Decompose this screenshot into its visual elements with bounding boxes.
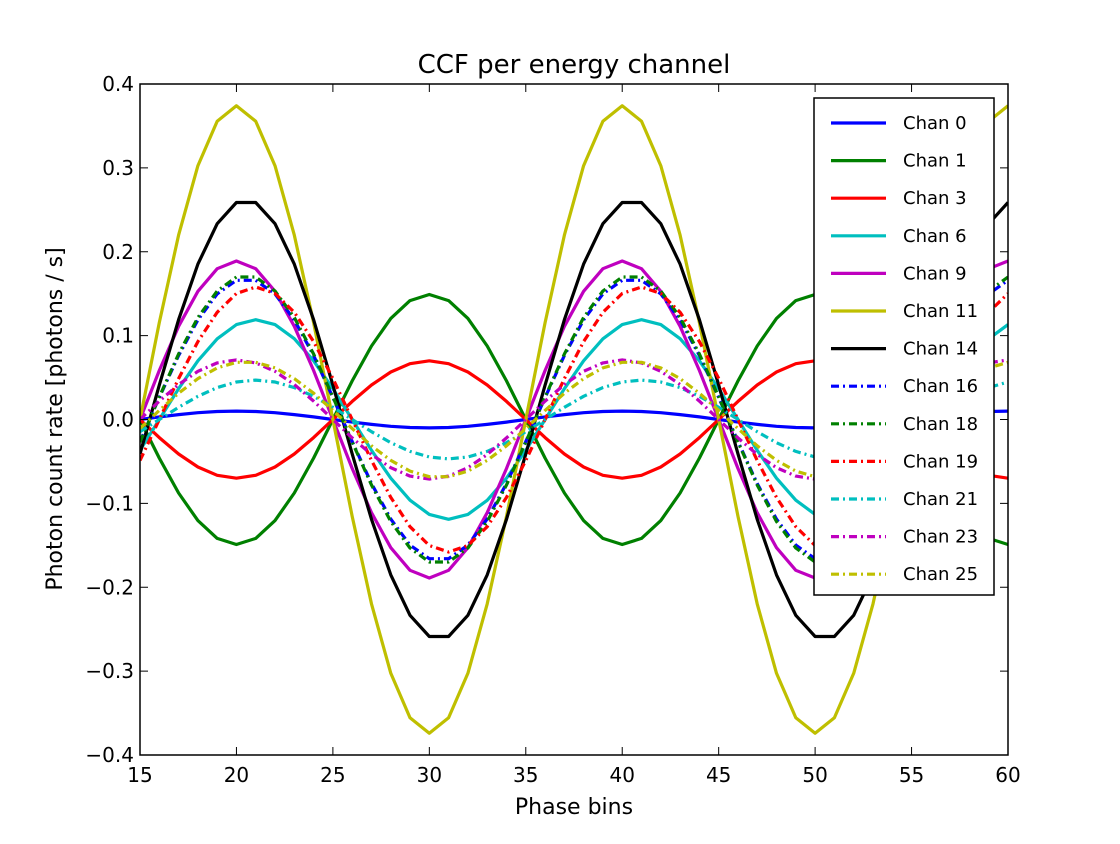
series-line-chan-11 (140, 104, 1008, 735)
x-tick-label: 55 (899, 763, 924, 787)
legend-label: Chan 23 (903, 527, 978, 548)
legend-label: Chan 16 (903, 376, 978, 397)
legend: Chan 0 Chan 1 Chan 3 Chan 6 Chan 9 Chan 11 Cha… (813, 97, 995, 596)
x-tick-label: 25 (320, 763, 345, 787)
y-tick-label: 0.0 (102, 408, 134, 432)
x-tick-label: 30 (417, 763, 442, 787)
x-tick-label: 15 (127, 763, 152, 787)
legend-label: Chan 6 (903, 226, 967, 247)
y-tick-label: 0.4 (102, 72, 134, 96)
legend-label: Chan 25 (903, 564, 978, 585)
legend-label: Chan 11 (903, 301, 978, 322)
legend-label: Chan 9 (903, 263, 967, 284)
y-tick-label: −0.2 (85, 575, 134, 599)
y-tick-label: 0.3 (102, 156, 134, 180)
x-tick-label: 20 (224, 763, 249, 787)
legend-label: Chan 19 (903, 451, 978, 472)
y-tick-label: −0.3 (85, 659, 134, 683)
series-line-chan-21 (140, 378, 1008, 461)
legend-label: Chan 14 (903, 339, 978, 360)
y-axis-label: Photon count rate [photons / s] (43, 247, 68, 590)
legend-label: Chan 3 (903, 188, 967, 209)
legend-label: Chan 21 (903, 489, 978, 510)
legend-label: Chan 1 (903, 151, 967, 172)
x-tick-label: 40 (609, 763, 634, 787)
legend-label: Chan 0 (903, 113, 967, 134)
x-axis-label: Phase bins (515, 795, 633, 820)
y-tick-label: 0.1 (102, 324, 134, 348)
legend-box (813, 97, 995, 596)
x-tick-label: 60 (995, 763, 1020, 787)
y-tick-label: 0.2 (102, 240, 134, 264)
series-line-chan-18 (140, 275, 1008, 564)
x-tick-label: 45 (706, 763, 731, 787)
tick-layer: 15 20 25 30 35 40 45 50 55 60 −0.4 −0.3 −0.2 −0.1 0.0 0… (85, 72, 1020, 787)
x-tick-label: 50 (802, 763, 827, 787)
x-tick-label: 35 (513, 763, 538, 787)
chart-title: CCF per energy channel (418, 50, 731, 80)
y-tick-label: −0.1 (85, 491, 134, 515)
legend-label: Chan 18 (903, 414, 978, 435)
y-tick-label: −0.4 (85, 743, 134, 767)
